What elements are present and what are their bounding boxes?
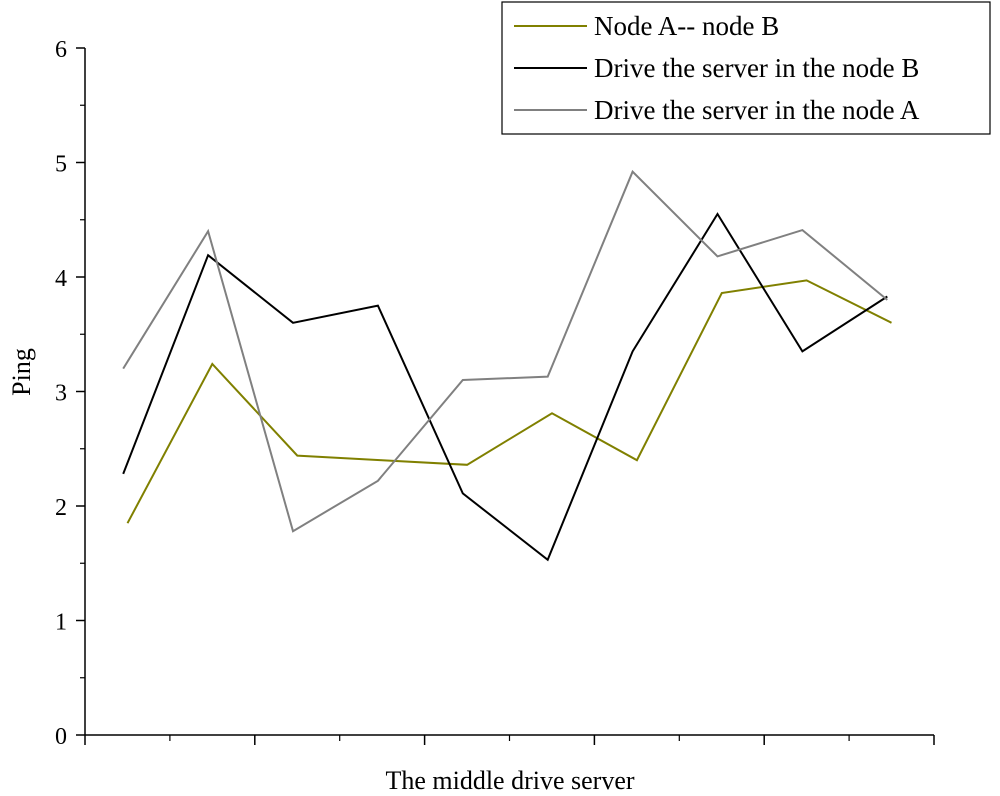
legend-label-3: Drive the server in the node A	[594, 95, 920, 125]
axes: 0 1 2 3 4 5 6	[55, 37, 935, 750]
y-tick-label: 1	[55, 610, 67, 636]
y-axis-label: Ping	[7, 348, 36, 396]
legend-label-2: Drive the server in the node B	[594, 53, 919, 83]
x-ticks	[84, 735, 935, 745]
y-ticks: 0 1 2 3 4 5 6	[55, 37, 85, 750]
y-tick-label: 0	[55, 724, 67, 750]
y-tick-label: 6	[55, 37, 67, 63]
series-line-1	[126, 279, 892, 524]
y-tick-label: 5	[55, 152, 67, 178]
legend: Node A-- node B Drive the server in the n…	[501, 1, 991, 135]
y-tick-label: 3	[55, 381, 67, 407]
y-tick-label: 4	[55, 266, 67, 292]
series-line-3	[122, 169, 888, 533]
legend-label-1: Node A-- node B	[594, 11, 779, 41]
series-group	[122, 169, 892, 562]
x-axis-label: The middle drive server	[385, 766, 634, 795]
series-line-2	[122, 212, 888, 562]
y-tick-label: 2	[55, 495, 67, 521]
legend-items: Node A-- node B Drive the server in the n…	[514, 11, 920, 125]
